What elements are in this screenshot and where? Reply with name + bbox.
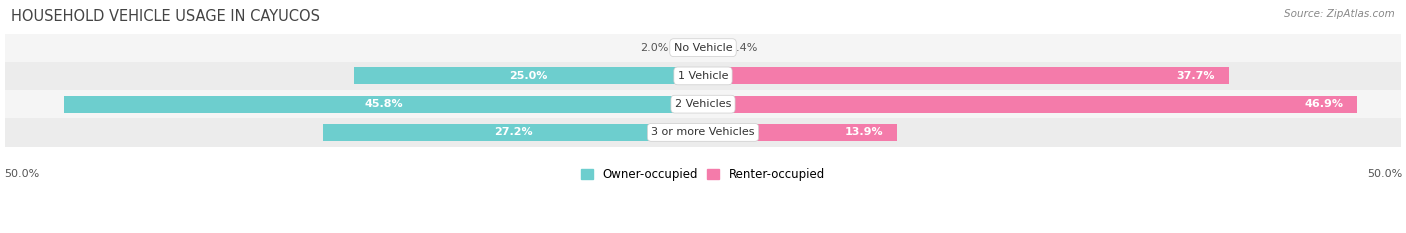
Text: 37.7%: 37.7% xyxy=(1177,71,1215,81)
Text: 2.0%: 2.0% xyxy=(640,43,668,53)
Text: 50.0%: 50.0% xyxy=(4,169,39,179)
Text: 2 Vehicles: 2 Vehicles xyxy=(675,99,731,109)
Bar xyxy=(703,96,1357,113)
Bar xyxy=(63,96,703,113)
Text: 1 Vehicle: 1 Vehicle xyxy=(678,71,728,81)
Bar xyxy=(354,67,703,84)
Bar xyxy=(6,62,1400,90)
Text: 25.0%: 25.0% xyxy=(509,71,548,81)
Bar xyxy=(323,124,703,141)
Bar xyxy=(6,34,1400,62)
Text: Source: ZipAtlas.com: Source: ZipAtlas.com xyxy=(1284,9,1395,19)
Bar xyxy=(703,39,723,56)
Text: 1.4%: 1.4% xyxy=(730,43,758,53)
Text: No Vehicle: No Vehicle xyxy=(673,43,733,53)
Bar xyxy=(6,118,1400,147)
Text: 50.0%: 50.0% xyxy=(1367,169,1402,179)
Bar xyxy=(675,39,703,56)
Text: 45.8%: 45.8% xyxy=(364,99,402,109)
Text: HOUSEHOLD VEHICLE USAGE IN CAYUCOS: HOUSEHOLD VEHICLE USAGE IN CAYUCOS xyxy=(11,9,321,24)
Text: 13.9%: 13.9% xyxy=(845,127,883,137)
Text: 46.9%: 46.9% xyxy=(1305,99,1344,109)
Text: 27.2%: 27.2% xyxy=(494,127,533,137)
Bar xyxy=(6,90,1400,118)
Bar xyxy=(703,124,897,141)
Bar xyxy=(703,67,1229,84)
Legend: Owner-occupied, Renter-occupied: Owner-occupied, Renter-occupied xyxy=(576,164,830,186)
Text: 3 or more Vehicles: 3 or more Vehicles xyxy=(651,127,755,137)
